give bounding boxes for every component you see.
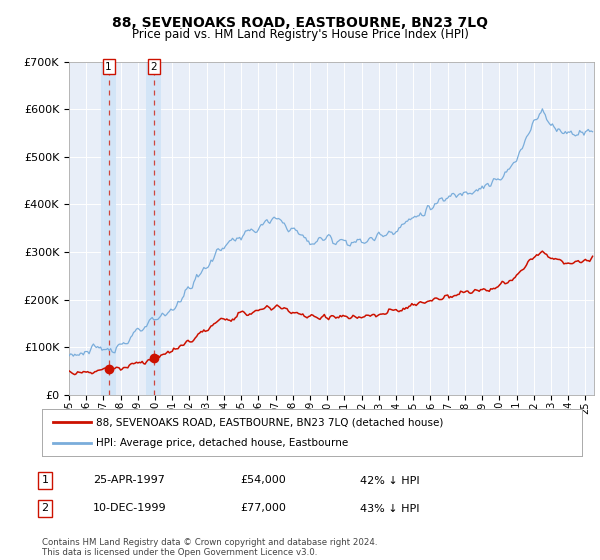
Text: 10-DEC-1999: 10-DEC-1999 [93, 503, 167, 514]
Text: 2: 2 [41, 503, 49, 514]
Text: £77,000: £77,000 [240, 503, 286, 514]
Text: 43% ↓ HPI: 43% ↓ HPI [360, 503, 419, 514]
Text: Contains HM Land Registry data © Crown copyright and database right 2024.
This d: Contains HM Land Registry data © Crown c… [42, 538, 377, 557]
Text: 88, SEVENOAKS ROAD, EASTBOURNE, BN23 7LQ (detached house): 88, SEVENOAKS ROAD, EASTBOURNE, BN23 7LQ… [96, 417, 443, 427]
Text: 42% ↓ HPI: 42% ↓ HPI [360, 475, 419, 486]
Text: 25-APR-1997: 25-APR-1997 [93, 475, 165, 486]
Text: £54,000: £54,000 [240, 475, 286, 486]
Text: HPI: Average price, detached house, Eastbourne: HPI: Average price, detached house, East… [96, 438, 348, 448]
Text: 88, SEVENOAKS ROAD, EASTBOURNE, BN23 7LQ: 88, SEVENOAKS ROAD, EASTBOURNE, BN23 7LQ [112, 16, 488, 30]
Text: 1: 1 [105, 62, 112, 72]
Bar [101, 62, 116, 395]
Bar [146, 62, 161, 395]
Text: 1: 1 [41, 475, 49, 486]
Text: 2: 2 [151, 62, 157, 72]
Text: Price paid vs. HM Land Registry's House Price Index (HPI): Price paid vs. HM Land Registry's House … [131, 28, 469, 41]
